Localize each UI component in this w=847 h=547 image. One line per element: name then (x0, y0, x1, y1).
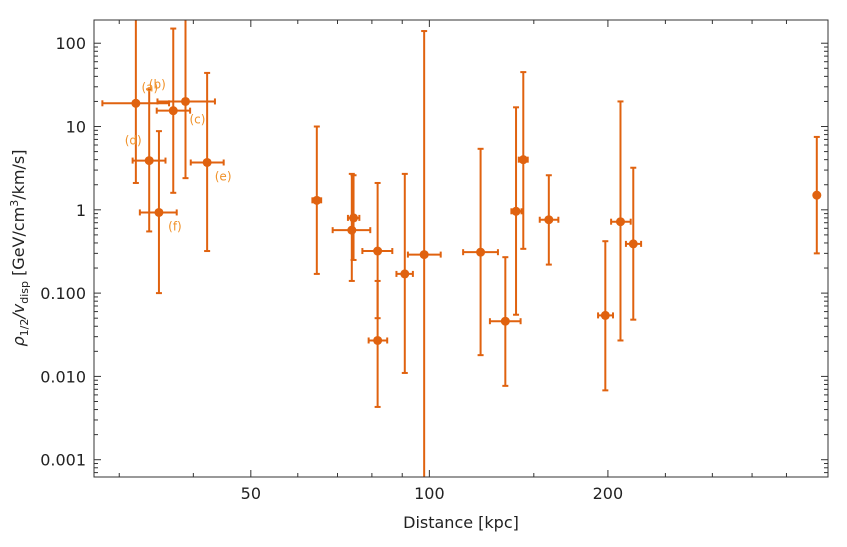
y-axis-title-part: /v (9, 303, 28, 320)
data-point (331, 172, 372, 282)
point-marker (373, 335, 383, 345)
point-marker (600, 310, 610, 320)
data-point (488, 256, 522, 387)
point-marker (312, 195, 322, 205)
data-point (624, 166, 643, 321)
data-point (517, 71, 529, 250)
data-point (395, 172, 414, 374)
x-axis-title: Distance [kpc] (403, 513, 519, 532)
data-point (610, 100, 632, 342)
y-axis-title-part: /km/s] (9, 150, 28, 200)
point-labels: (a)(b) (c) (d) (e) (f) (125, 78, 232, 234)
point-marker (154, 207, 164, 217)
y-axis-title-part: [GeV/cm (9, 207, 28, 281)
point-label: (d) (125, 134, 142, 148)
point-marker (202, 157, 212, 167)
data-point (138, 130, 178, 295)
point-marker (400, 269, 410, 279)
point-marker (347, 225, 357, 235)
data-point (155, 27, 192, 194)
point-marker (518, 155, 528, 165)
point-label: (e) (215, 169, 232, 183)
data-point (462, 147, 499, 357)
plot-frame (93, 19, 829, 478)
point-marker (144, 156, 154, 166)
y-axis-title-part: ρ (9, 336, 28, 346)
data-point (812, 135, 822, 255)
y-tick-label: 0.100 (40, 284, 86, 303)
y-tick-label: 0.001 (40, 451, 86, 470)
tick-labels: 0.001 0.010 0.100 1 10 100 50 100 200 (40, 34, 623, 503)
data-points (101, 20, 822, 477)
point-marker (373, 246, 383, 256)
y-axis-title-part: 1/2 (18, 319, 31, 337)
y-tick-label: 100 (55, 34, 86, 53)
point-marker (628, 239, 638, 249)
data-point (311, 125, 323, 275)
data-point (538, 174, 560, 266)
data-point (597, 240, 615, 392)
x-tick-label: 50 (241, 484, 261, 503)
data-point (346, 174, 361, 261)
point-marker (511, 206, 521, 216)
point-marker (419, 250, 429, 260)
point-label: (a) (142, 80, 159, 94)
data-point (131, 88, 167, 233)
point-marker (168, 106, 178, 116)
point-marker (812, 190, 822, 200)
point-marker (180, 96, 190, 106)
data-point (406, 30, 442, 477)
point-label: (c) (190, 112, 206, 126)
y-tick-label: 10 (66, 118, 86, 137)
data-point (156, 20, 216, 180)
x-tick-label: 200 (593, 484, 624, 503)
axis-ticks (94, 20, 828, 477)
point-marker (615, 217, 625, 227)
y-axis-title-part: disp (18, 281, 31, 304)
point-marker (131, 98, 141, 108)
data-point (189, 71, 225, 253)
point-marker (544, 215, 554, 225)
data-point (367, 279, 389, 408)
point-marker (476, 247, 486, 257)
y-tick-label: 0.010 (40, 367, 86, 386)
point-marker (500, 316, 510, 326)
point-label: (b) (149, 78, 166, 92)
data-point (101, 20, 171, 184)
y-axis-title: ρ1/2/vdisp [GeV/cm3/km/s] (8, 150, 31, 347)
data-point (510, 106, 523, 316)
point-label: (f) (168, 219, 182, 233)
point-marker (349, 213, 359, 223)
y-axis-title-part: 3 (8, 200, 21, 207)
y-tick-label: 1 (76, 201, 86, 220)
x-tick-label: 100 (414, 484, 445, 503)
